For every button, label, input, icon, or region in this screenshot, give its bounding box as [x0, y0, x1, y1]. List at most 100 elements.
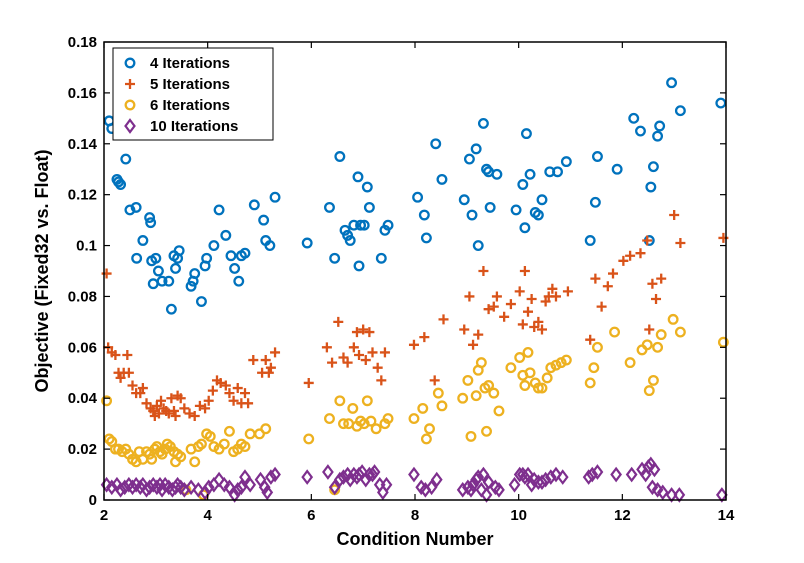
data-point: [544, 469, 557, 485]
data-point: [353, 466, 365, 483]
data-point: [163, 408, 174, 419]
data-point: [195, 296, 207, 307]
data-point: [547, 283, 558, 294]
data-point: [303, 433, 315, 445]
data-point: [560, 354, 572, 366]
data-point: [220, 229, 232, 241]
data-point: [641, 339, 653, 351]
legend-label: 5 Iterations: [150, 76, 230, 93]
data-point: [189, 268, 201, 279]
data-point: [408, 466, 420, 483]
data-point: [225, 250, 237, 262]
data-point: [353, 260, 365, 272]
legend-marker: [125, 79, 135, 89]
data-point: [636, 344, 648, 356]
data-point: [609, 326, 621, 338]
data-point: [208, 240, 220, 252]
data-point: [488, 387, 500, 399]
data-point: [459, 324, 470, 335]
data-point: [655, 329, 667, 341]
data-point: [457, 392, 469, 404]
data-point: [536, 382, 548, 394]
data-point: [231, 481, 244, 498]
data-point: [134, 479, 147, 496]
data-point: [185, 479, 197, 496]
data-point: [608, 268, 619, 279]
data-point: [540, 296, 551, 307]
data-point: [519, 380, 531, 391]
legend-entry: 10 Iterations: [124, 118, 238, 135]
data-point: [468, 339, 479, 350]
data-point: [470, 390, 482, 402]
data-point: [213, 204, 225, 216]
data-point: [303, 377, 314, 388]
data-point: [635, 248, 646, 259]
legend-marker: [124, 118, 136, 134]
data-point: [458, 194, 470, 206]
data-point: [522, 306, 533, 317]
data-point: [229, 263, 241, 274]
data-point: [156, 395, 167, 406]
data-point: [170, 263, 181, 274]
data-point: [674, 105, 686, 117]
data-point: [715, 97, 727, 109]
data-point: [556, 469, 569, 485]
data-point: [354, 349, 365, 360]
data-point: [514, 286, 525, 297]
data-point: [642, 235, 653, 246]
data-point: [590, 273, 601, 284]
data-point: [103, 433, 115, 445]
data-point: [145, 217, 157, 229]
data-point: [110, 349, 121, 360]
data-point: [505, 299, 516, 310]
data-point: [244, 428, 256, 440]
data-point: [715, 487, 728, 503]
series-4: [100, 456, 728, 503]
data-point: [370, 423, 382, 435]
legend-label: 4 Iterations: [150, 55, 230, 72]
legend-entry: 4 Iterations: [124, 55, 230, 72]
data-point: [248, 355, 259, 366]
data-point: [524, 168, 536, 180]
data-point: [355, 219, 367, 231]
data-point: [150, 252, 162, 264]
data-point: [417, 402, 429, 414]
series-1: [103, 77, 727, 315]
data-point: [532, 382, 544, 394]
y-tick-label: 0.06: [68, 339, 97, 356]
data-point: [483, 380, 495, 391]
data-point: [517, 319, 528, 330]
data-point: [263, 367, 274, 378]
y-tick-label: 0.16: [68, 85, 97, 102]
data-point: [376, 375, 387, 386]
data-point: [168, 405, 179, 416]
data-point: [130, 201, 142, 213]
data-point: [519, 222, 531, 234]
data-point: [481, 425, 492, 437]
data-point: [324, 201, 335, 213]
data-point: [625, 250, 636, 261]
data-point: [642, 459, 655, 475]
data-point: [522, 346, 534, 358]
data-point: [656, 484, 669, 501]
data-point: [358, 324, 369, 335]
data-point: [170, 411, 181, 422]
data-point: [591, 464, 604, 480]
data-point: [123, 367, 134, 378]
y-tick-label: 0.18: [68, 34, 97, 51]
data-point: [647, 374, 659, 386]
legend: 4 Iterations 5 Iterations 6 Iterations 10 I…: [112, 47, 274, 141]
data-point: [261, 484, 274, 501]
data-point: [141, 398, 152, 409]
data-point: [424, 423, 435, 435]
data-point: [488, 301, 499, 312]
data-point: [338, 418, 349, 430]
data-point: [647, 161, 659, 173]
y-axis-label: Objective (Fixed32 vs. Float): [32, 149, 52, 392]
data-point: [328, 479, 341, 496]
data-point: [643, 385, 655, 397]
data-point: [635, 125, 646, 137]
data-point: [491, 291, 502, 302]
y-tick-label: 0.02: [68, 441, 97, 458]
